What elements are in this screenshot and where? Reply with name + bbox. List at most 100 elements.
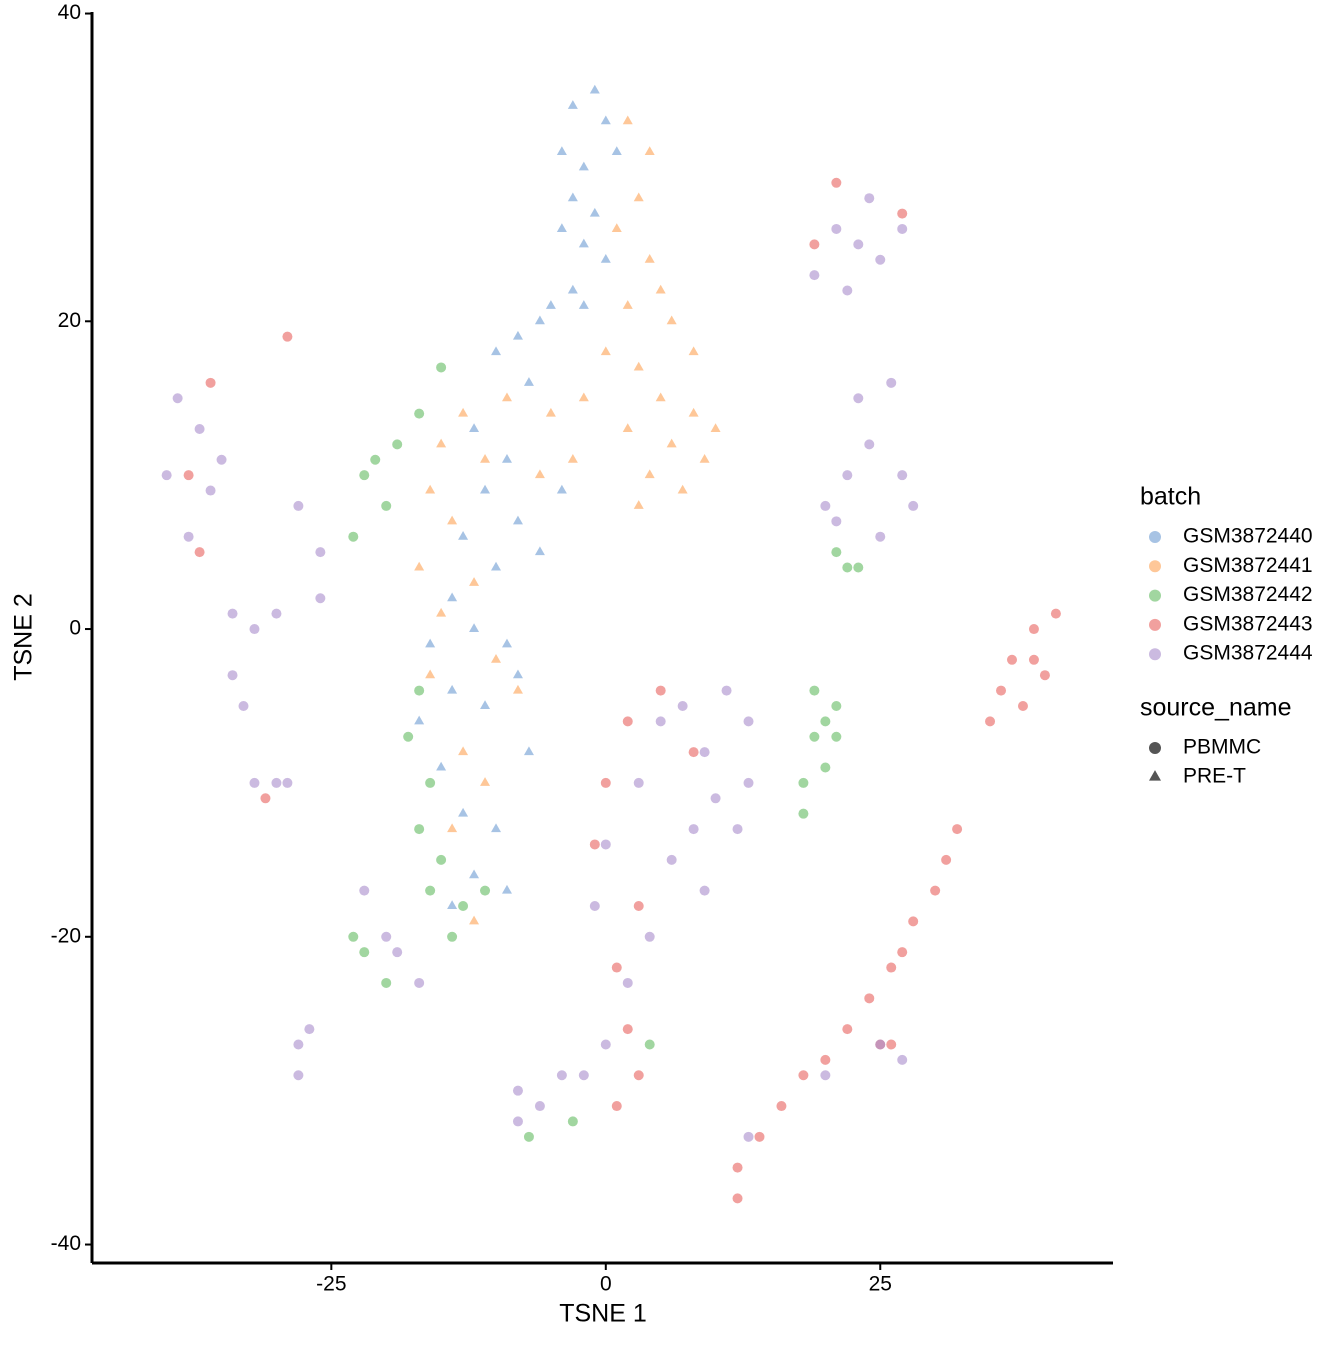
point	[732, 824, 743, 835]
point	[556, 223, 567, 232]
point	[249, 624, 260, 635]
point	[425, 484, 436, 494]
point	[897, 1054, 908, 1065]
point	[501, 638, 512, 648]
point	[315, 593, 326, 604]
point	[469, 423, 480, 432]
legend-marker	[1149, 531, 1161, 543]
legend-label: GSM3872440	[1183, 525, 1313, 548]
point	[534, 315, 545, 325]
point	[820, 1070, 831, 1081]
point	[754, 1131, 765, 1142]
point	[249, 777, 260, 788]
point	[1028, 624, 1039, 635]
point	[491, 823, 502, 833]
point	[743, 716, 754, 727]
point	[436, 854, 447, 865]
point	[1028, 654, 1039, 665]
legend-title: source_name	[1140, 694, 1291, 722]
point	[205, 377, 216, 388]
legend-marker	[1149, 560, 1161, 573]
point	[512, 669, 523, 679]
y-axis-label: TSNE 2	[10, 593, 38, 681]
point	[600, 253, 611, 263]
point	[216, 454, 227, 465]
point	[688, 407, 699, 417]
point	[491, 654, 502, 663]
point	[293, 1070, 304, 1081]
point	[776, 1101, 787, 1112]
point	[447, 515, 458, 525]
point	[458, 407, 469, 417]
point	[699, 454, 710, 463]
point	[282, 777, 293, 788]
point	[271, 777, 282, 788]
point	[655, 716, 666, 727]
point	[633, 1070, 644, 1081]
point	[809, 685, 820, 696]
point	[480, 454, 491, 463]
point	[666, 315, 677, 325]
legend-marker	[1149, 648, 1161, 661]
point	[666, 854, 677, 865]
point	[842, 470, 853, 481]
point	[809, 270, 820, 281]
point	[491, 346, 502, 356]
point	[677, 700, 688, 711]
legend-label: GSM3872441	[1183, 554, 1313, 577]
point	[414, 408, 425, 419]
point	[633, 777, 644, 788]
point	[359, 885, 370, 896]
point	[611, 962, 622, 973]
point	[622, 423, 633, 432]
point	[469, 577, 480, 586]
point	[875, 531, 886, 542]
point	[392, 947, 403, 958]
point	[447, 931, 458, 942]
point	[491, 561, 502, 571]
point	[523, 746, 534, 756]
point	[304, 1024, 315, 1035]
point	[578, 161, 589, 171]
point	[183, 470, 194, 481]
point	[1017, 700, 1028, 711]
legend-marker	[1149, 770, 1161, 781]
point	[1039, 670, 1050, 681]
point	[633, 901, 644, 912]
point	[644, 253, 655, 263]
point	[578, 238, 589, 248]
point	[282, 331, 293, 342]
point	[600, 839, 611, 850]
point	[501, 392, 512, 402]
point	[809, 239, 820, 250]
point	[1050, 608, 1061, 619]
y-tick-label: -20	[51, 924, 81, 947]
legend-marker	[1149, 742, 1161, 754]
point	[985, 716, 996, 727]
point	[897, 223, 908, 234]
point	[348, 931, 359, 942]
point	[512, 684, 523, 694]
point	[523, 377, 534, 386]
point	[403, 731, 414, 742]
point	[600, 1039, 611, 1050]
y-tick-label: 0	[69, 617, 81, 640]
legend-label: GSM3872442	[1183, 583, 1313, 606]
point	[458, 901, 469, 912]
point	[853, 239, 864, 250]
point	[567, 100, 578, 109]
legend-label: GSM3872443	[1183, 612, 1313, 635]
point	[578, 1070, 589, 1081]
point	[414, 977, 425, 988]
point	[458, 530, 469, 540]
point	[853, 393, 864, 404]
point	[315, 547, 326, 558]
point	[534, 469, 545, 479]
point	[545, 300, 556, 309]
point	[534, 1101, 545, 1112]
point	[469, 915, 480, 925]
point	[205, 485, 216, 496]
point	[842, 285, 853, 296]
point	[600, 777, 611, 788]
point	[842, 1024, 853, 1035]
